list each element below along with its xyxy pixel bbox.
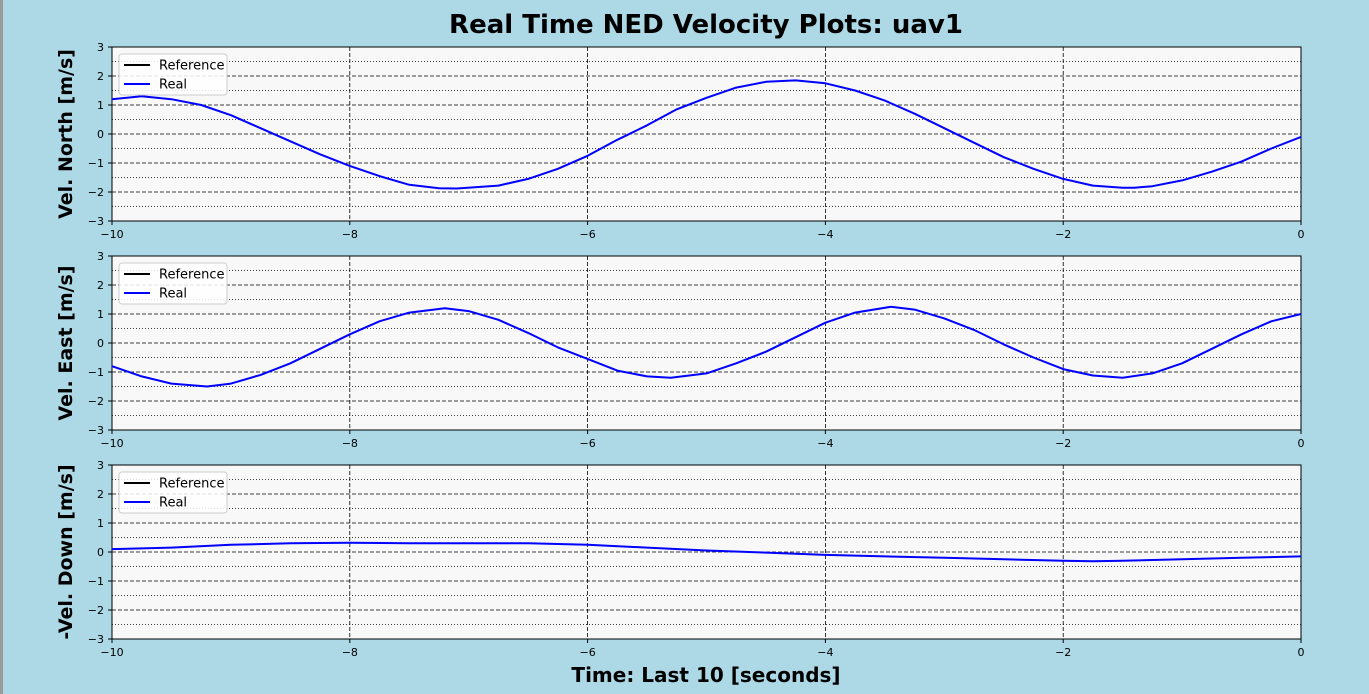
x-tick-label: −8 bbox=[342, 646, 358, 659]
y-tick-label: 0 bbox=[97, 546, 104, 559]
x-tick-label: −2 bbox=[1055, 228, 1071, 241]
y-tick-label: −2 bbox=[88, 186, 104, 199]
figure-title: Real Time NED Velocity Plots: uav1 bbox=[449, 10, 963, 40]
legend-label-real: Real bbox=[159, 496, 187, 511]
legend-label-real: Real bbox=[159, 287, 187, 302]
y-tick-label: 2 bbox=[97, 70, 104, 83]
x-tick-label: −2 bbox=[1055, 646, 1071, 659]
y-tick-label: −1 bbox=[88, 366, 104, 379]
x-tick-label: −6 bbox=[579, 646, 595, 659]
y-tick-label: 3 bbox=[97, 41, 104, 54]
x-tick-label: 0 bbox=[1298, 646, 1305, 659]
x-tick-label: −10 bbox=[100, 228, 123, 241]
x-tick-label: −4 bbox=[817, 228, 833, 241]
series-line-real bbox=[111, 79, 1302, 190]
y-tick-label: −3 bbox=[88, 633, 104, 646]
y-tick-label: 1 bbox=[97, 517, 104, 530]
x-tick-label: −4 bbox=[817, 437, 833, 450]
x-tick-label: −10 bbox=[100, 437, 123, 450]
y-axis-label: Vel. East [m/s] bbox=[55, 265, 77, 420]
series-line-real bbox=[111, 541, 1302, 563]
series-line-real bbox=[111, 305, 1302, 388]
y-tick-label: 3 bbox=[97, 250, 104, 263]
x-axis-label: Time: Last 10 [seconds] bbox=[571, 663, 840, 687]
x-tick-label: −8 bbox=[342, 437, 358, 450]
x-tick-label: −10 bbox=[100, 646, 123, 659]
x-tick-label: −6 bbox=[579, 228, 595, 241]
y-tick-label: 0 bbox=[97, 128, 104, 141]
y-tick-label: −3 bbox=[88, 215, 104, 228]
legend: Reference Real bbox=[118, 471, 228, 514]
y-axis-label: Vel. North [m/s] bbox=[55, 49, 77, 219]
y-tick-label: −2 bbox=[88, 604, 104, 617]
y-tick-label: 3 bbox=[97, 459, 104, 472]
y-tick-label: −1 bbox=[88, 157, 104, 170]
y-tick-label: 1 bbox=[97, 308, 104, 321]
x-tick-label: −8 bbox=[342, 228, 358, 241]
legend: Reference Real bbox=[118, 53, 228, 96]
legend-label-real: Real bbox=[159, 78, 187, 93]
legend-label-reference: Reference bbox=[159, 477, 224, 492]
y-tick-label: 2 bbox=[97, 488, 104, 501]
legend-label-reference: Reference bbox=[159, 59, 224, 74]
y-tick-label: 2 bbox=[97, 279, 104, 292]
window-edge bbox=[0, 0, 3, 694]
x-tick-label: −2 bbox=[1055, 437, 1071, 450]
x-tick-label: −6 bbox=[579, 437, 595, 450]
y-tick-label: −2 bbox=[88, 395, 104, 408]
x-tick-label: −4 bbox=[817, 646, 833, 659]
y-tick-label: −3 bbox=[88, 424, 104, 437]
legend-label-reference: Reference bbox=[159, 268, 224, 283]
y-axis-label: -Vel. Down [m/s] bbox=[55, 464, 77, 639]
x-tick-label: 0 bbox=[1298, 437, 1305, 450]
y-tick-label: 1 bbox=[97, 99, 104, 112]
y-tick-label: 0 bbox=[97, 337, 104, 350]
y-tick-label: −1 bbox=[88, 575, 104, 588]
x-tick-label: 0 bbox=[1298, 228, 1305, 241]
legend: Reference Real bbox=[118, 262, 228, 305]
